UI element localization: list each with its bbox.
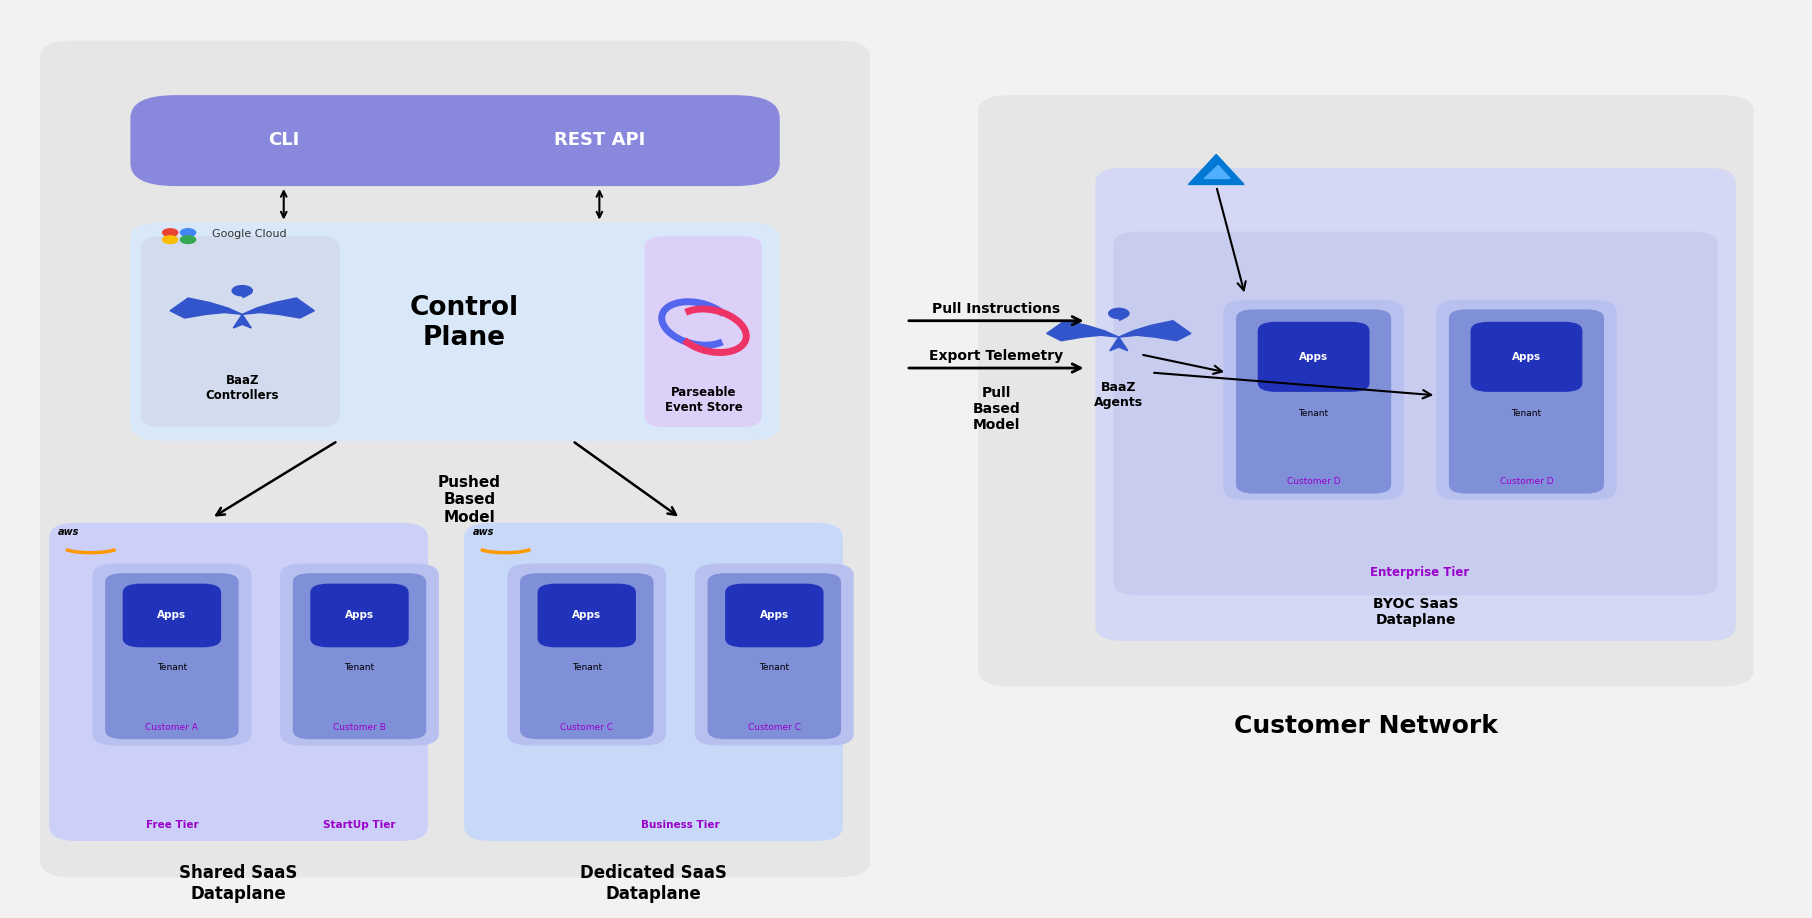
Text: Pull Instructions: Pull Instructions: [931, 302, 1060, 316]
Polygon shape: [1109, 337, 1127, 351]
FancyBboxPatch shape: [1258, 322, 1370, 392]
Text: Tenant: Tenant: [573, 663, 602, 672]
Circle shape: [1109, 308, 1129, 319]
FancyBboxPatch shape: [1096, 168, 1736, 641]
Text: Apps: Apps: [1511, 352, 1540, 362]
FancyBboxPatch shape: [310, 584, 410, 647]
Circle shape: [181, 236, 196, 243]
Text: Apps: Apps: [158, 610, 187, 621]
Text: Google Cloud: Google Cloud: [212, 230, 286, 240]
Text: Free Tier: Free Tier: [145, 820, 198, 830]
Text: aws: aws: [473, 527, 495, 537]
Circle shape: [181, 229, 196, 237]
Polygon shape: [243, 294, 248, 297]
FancyBboxPatch shape: [1471, 322, 1582, 392]
FancyBboxPatch shape: [1113, 231, 1718, 596]
Text: Tenant: Tenant: [1299, 409, 1328, 419]
Text: aws: aws: [58, 527, 80, 537]
FancyBboxPatch shape: [105, 573, 239, 739]
Polygon shape: [243, 298, 315, 318]
Text: BYOC SaaS
Dataplane: BYOC SaaS Dataplane: [1373, 597, 1459, 627]
FancyBboxPatch shape: [464, 522, 843, 841]
FancyBboxPatch shape: [49, 522, 428, 841]
Text: REST API: REST API: [554, 130, 645, 149]
FancyBboxPatch shape: [130, 222, 779, 441]
Text: BaaZ
Controllers: BaaZ Controllers: [205, 374, 279, 402]
FancyBboxPatch shape: [123, 584, 221, 647]
FancyBboxPatch shape: [696, 564, 853, 745]
FancyBboxPatch shape: [725, 584, 823, 647]
Text: Pull
Based
Model: Pull Based Model: [973, 386, 1020, 432]
Text: Customer Network: Customer Network: [1234, 713, 1499, 738]
FancyBboxPatch shape: [708, 573, 841, 739]
Text: BaaZ
Agents: BaaZ Agents: [1094, 381, 1143, 409]
Text: Tenant: Tenant: [344, 663, 375, 672]
Polygon shape: [1047, 320, 1118, 341]
Text: Apps: Apps: [344, 610, 373, 621]
FancyBboxPatch shape: [40, 40, 870, 878]
FancyBboxPatch shape: [1223, 300, 1404, 500]
Polygon shape: [1189, 154, 1245, 185]
Text: Business Tier: Business Tier: [641, 820, 719, 830]
Text: Apps: Apps: [1299, 352, 1328, 362]
FancyBboxPatch shape: [520, 573, 654, 739]
Text: Customer D: Customer D: [1500, 477, 1553, 487]
Text: StartUp Tier: StartUp Tier: [323, 820, 395, 830]
Text: Apps: Apps: [759, 610, 788, 621]
Text: Apps: Apps: [573, 610, 602, 621]
Polygon shape: [1118, 320, 1190, 341]
Text: Tenant: Tenant: [158, 663, 187, 672]
FancyBboxPatch shape: [507, 564, 667, 745]
Text: Tenant: Tenant: [1511, 409, 1542, 419]
FancyBboxPatch shape: [538, 584, 636, 647]
Text: Customer A: Customer A: [145, 722, 198, 732]
Text: Pushed
Based
Model: Pushed Based Model: [439, 475, 500, 525]
Polygon shape: [1205, 165, 1230, 178]
Circle shape: [163, 229, 178, 237]
FancyBboxPatch shape: [294, 573, 426, 739]
FancyBboxPatch shape: [130, 95, 779, 186]
Polygon shape: [170, 298, 243, 318]
FancyBboxPatch shape: [978, 95, 1754, 687]
FancyBboxPatch shape: [1450, 309, 1604, 494]
Text: Export Telemetry: Export Telemetry: [930, 349, 1064, 364]
Text: Parseable
Event Store: Parseable Event Store: [665, 386, 743, 414]
FancyBboxPatch shape: [281, 564, 439, 745]
FancyBboxPatch shape: [1236, 309, 1392, 494]
Text: CLI: CLI: [268, 130, 299, 149]
Circle shape: [163, 236, 178, 243]
FancyBboxPatch shape: [92, 564, 252, 745]
Text: Tenant: Tenant: [759, 663, 790, 672]
Text: Control
Plane: Control Plane: [410, 295, 518, 351]
Polygon shape: [1118, 316, 1123, 320]
FancyBboxPatch shape: [1437, 300, 1616, 500]
Text: Dedicated SaaS
Dataplane: Dedicated SaaS Dataplane: [580, 864, 727, 902]
Text: Enterprise Tier: Enterprise Tier: [1370, 566, 1470, 579]
Text: Shared SaaS
Dataplane: Shared SaaS Dataplane: [179, 864, 297, 902]
FancyBboxPatch shape: [645, 236, 761, 427]
Text: Customer D: Customer D: [1287, 477, 1341, 487]
FancyBboxPatch shape: [141, 236, 339, 427]
Text: Customer B: Customer B: [333, 722, 386, 732]
Polygon shape: [234, 314, 252, 328]
Text: Customer C: Customer C: [748, 722, 801, 732]
Text: Customer C: Customer C: [560, 722, 612, 732]
Circle shape: [232, 285, 252, 296]
